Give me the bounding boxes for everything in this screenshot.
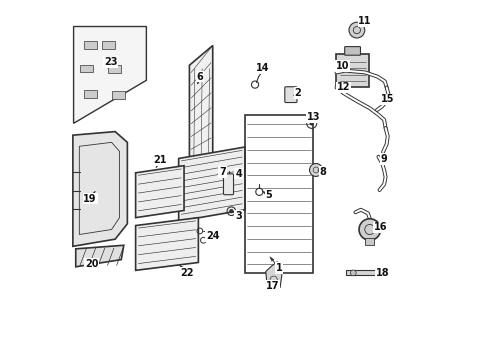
Text: 8: 8 xyxy=(320,167,327,177)
Polygon shape xyxy=(74,27,147,123)
Text: 11: 11 xyxy=(358,17,372,27)
Polygon shape xyxy=(294,93,298,96)
Circle shape xyxy=(350,270,356,276)
Text: 19: 19 xyxy=(83,194,97,204)
Polygon shape xyxy=(378,225,383,229)
Polygon shape xyxy=(190,45,213,173)
Polygon shape xyxy=(381,158,385,161)
Text: 15: 15 xyxy=(381,94,394,104)
Text: 13: 13 xyxy=(307,112,320,122)
Bar xyxy=(102,41,115,49)
Polygon shape xyxy=(263,192,267,195)
Circle shape xyxy=(310,163,322,176)
Polygon shape xyxy=(271,281,274,285)
Polygon shape xyxy=(266,262,282,288)
Circle shape xyxy=(349,22,365,38)
Polygon shape xyxy=(362,20,367,24)
Bar xyxy=(84,41,97,49)
Text: 2: 2 xyxy=(294,88,301,98)
Text: 4: 4 xyxy=(235,168,242,179)
FancyBboxPatch shape xyxy=(223,174,234,195)
Text: 14: 14 xyxy=(255,63,269,73)
Polygon shape xyxy=(342,65,346,68)
Polygon shape xyxy=(108,64,111,68)
Polygon shape xyxy=(318,170,322,173)
Polygon shape xyxy=(270,257,274,261)
Text: 6: 6 xyxy=(197,72,203,82)
FancyBboxPatch shape xyxy=(285,87,297,103)
Polygon shape xyxy=(313,117,315,121)
Bar xyxy=(112,91,125,99)
Polygon shape xyxy=(197,79,200,84)
Text: 7: 7 xyxy=(219,167,226,177)
Text: 5: 5 xyxy=(265,190,272,200)
Circle shape xyxy=(310,121,314,126)
Polygon shape xyxy=(156,163,160,167)
Text: 9: 9 xyxy=(381,154,388,164)
Polygon shape xyxy=(233,175,237,179)
Text: 24: 24 xyxy=(206,231,220,241)
Text: 16: 16 xyxy=(374,222,387,232)
Polygon shape xyxy=(73,132,127,246)
Polygon shape xyxy=(346,270,378,275)
Bar xyxy=(365,238,374,244)
Text: 12: 12 xyxy=(337,82,350,93)
Bar xyxy=(84,90,97,98)
Polygon shape xyxy=(179,147,245,221)
Text: 1: 1 xyxy=(276,263,282,273)
Text: 17: 17 xyxy=(266,281,279,291)
Text: 10: 10 xyxy=(336,61,349,71)
Text: 22: 22 xyxy=(180,267,194,278)
Polygon shape xyxy=(233,211,237,215)
Circle shape xyxy=(230,210,233,213)
Text: 18: 18 xyxy=(376,267,390,278)
Polygon shape xyxy=(218,171,222,174)
Polygon shape xyxy=(92,192,95,196)
Polygon shape xyxy=(136,218,198,270)
Text: 20: 20 xyxy=(85,259,98,269)
Polygon shape xyxy=(259,69,263,73)
Text: 23: 23 xyxy=(104,57,118,67)
Circle shape xyxy=(359,219,381,240)
Polygon shape xyxy=(208,234,212,237)
Polygon shape xyxy=(92,260,96,264)
Polygon shape xyxy=(379,271,383,274)
FancyBboxPatch shape xyxy=(344,46,361,55)
Polygon shape xyxy=(76,245,124,267)
Polygon shape xyxy=(136,166,184,218)
Text: 21: 21 xyxy=(154,155,167,165)
Polygon shape xyxy=(386,98,390,102)
Polygon shape xyxy=(337,54,369,87)
Bar xyxy=(108,65,121,73)
Polygon shape xyxy=(180,265,184,269)
Polygon shape xyxy=(343,86,347,90)
Text: 3: 3 xyxy=(235,211,242,221)
Bar xyxy=(80,64,93,72)
